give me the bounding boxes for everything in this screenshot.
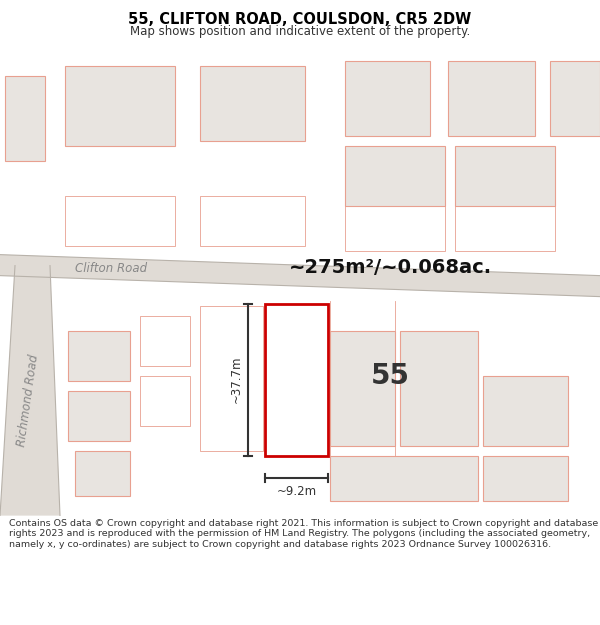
Polygon shape <box>5 76 45 161</box>
Polygon shape <box>550 61 600 136</box>
Polygon shape <box>265 304 328 456</box>
Polygon shape <box>330 331 395 446</box>
Polygon shape <box>448 61 535 136</box>
Polygon shape <box>330 456 478 501</box>
Polygon shape <box>483 376 568 446</box>
Text: Richmond Road: Richmond Road <box>15 354 41 447</box>
Polygon shape <box>68 391 130 441</box>
Polygon shape <box>65 66 175 146</box>
Text: 55, CLIFTON ROAD, COULSDON, CR5 2DW: 55, CLIFTON ROAD, COULSDON, CR5 2DW <box>128 12 472 28</box>
Polygon shape <box>345 61 430 136</box>
Polygon shape <box>75 451 130 496</box>
Text: 55: 55 <box>371 362 409 389</box>
Polygon shape <box>400 331 478 446</box>
Text: Clifton Road: Clifton Road <box>75 262 147 275</box>
Polygon shape <box>455 146 555 206</box>
Text: ~275m²/~0.068ac.: ~275m²/~0.068ac. <box>289 258 491 277</box>
Text: ~9.2m: ~9.2m <box>277 485 317 498</box>
Polygon shape <box>483 456 568 501</box>
Polygon shape <box>68 331 130 381</box>
Polygon shape <box>345 146 445 206</box>
Text: Map shows position and indicative extent of the property.: Map shows position and indicative extent… <box>130 25 470 38</box>
Text: Contains OS data © Crown copyright and database right 2021. This information is : Contains OS data © Crown copyright and d… <box>9 519 598 549</box>
Polygon shape <box>200 66 305 141</box>
Polygon shape <box>0 266 60 516</box>
Text: ~37.7m: ~37.7m <box>229 356 242 403</box>
Polygon shape <box>0 254 600 297</box>
